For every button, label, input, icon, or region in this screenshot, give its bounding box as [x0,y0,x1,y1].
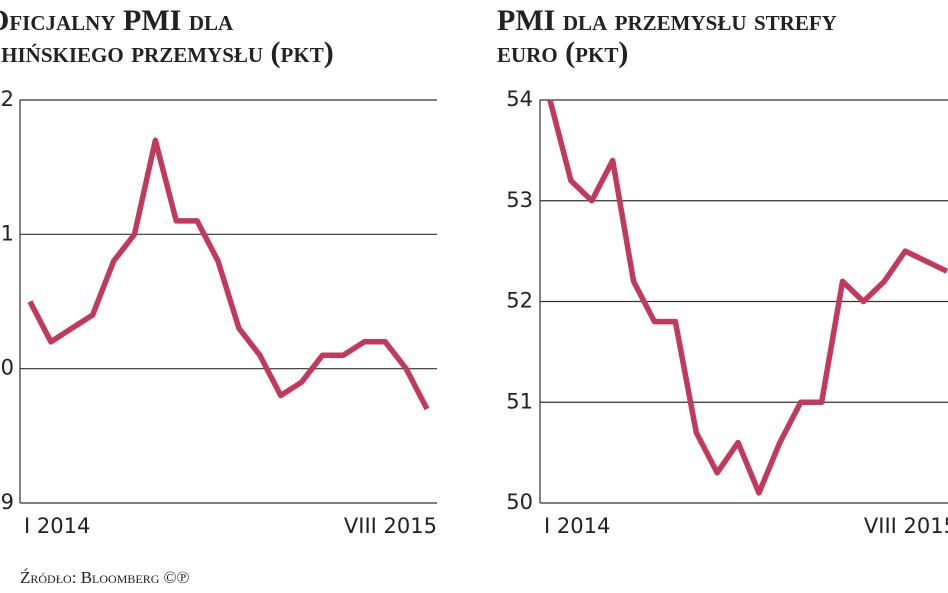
y-tick-label: 52 [0,87,14,111]
chart-title: chińskiego przemysłu (pkt) [0,36,334,69]
x-tick-label: VIII 2015 [864,514,948,538]
y-tick-label: 50 [0,356,14,380]
source: Źródło: Bloomberg ©℗ [20,568,190,587]
y-tick-label: 52 [506,289,533,313]
x-tick-label: I 2014 [24,514,90,538]
x-tick-label: VIII 2015 [344,514,437,538]
y-tick-label: 49 [0,490,14,514]
data-line [27,137,430,411]
y-tick-label: 51 [506,389,533,413]
y-tick-label: 51 [0,221,14,245]
chart-title: PMI dla przemysłu strefy [497,4,837,37]
x-tick-label: I 2014 [544,514,610,538]
y-tick-label: 53 [506,188,533,212]
chart-title: euro (pkt) [497,36,628,69]
y-tick-label: 54 [506,87,533,111]
data-line [547,99,948,496]
chart-title: Oficjalny PMI dla [0,4,234,37]
y-tick-label: 50 [506,490,533,514]
